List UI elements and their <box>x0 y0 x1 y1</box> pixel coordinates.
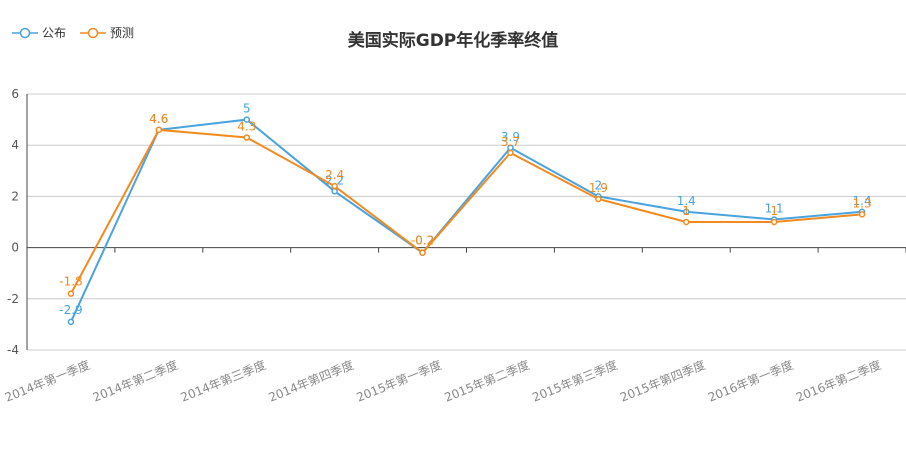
data-label: 1.4 <box>677 194 696 208</box>
data-point <box>683 218 690 226</box>
legend-item-published[interactable]: 公布 <box>12 24 66 41</box>
data-point <box>683 208 690 216</box>
y-tick-label: 2 <box>11 189 19 203</box>
data-point <box>858 211 866 218</box>
x-tick-label: 2015年第三季度 <box>530 357 620 405</box>
x-tick-label: 2015年第一季度 <box>354 357 444 405</box>
y-tick-label: 0 <box>11 241 19 255</box>
legend-label-forecast: 预测 <box>110 26 135 40</box>
legend-line-icon <box>12 27 38 38</box>
data-label: -2.9 <box>59 303 82 317</box>
data-label: -0.2 <box>411 234 434 248</box>
data-point <box>155 126 163 134</box>
data-label: 4.6 <box>149 112 168 126</box>
data-label: -0.2 <box>411 234 434 248</box>
data-point <box>419 249 426 256</box>
series-line-1 <box>70 128 863 295</box>
data-point <box>331 188 338 195</box>
data-label: 5 <box>243 102 251 116</box>
data-point <box>331 182 338 190</box>
x-tick-label: 2014年第二季度 <box>90 357 180 405</box>
data-point <box>67 318 75 326</box>
y-tick-label: -4 <box>7 343 19 357</box>
data-label: 3.7 <box>501 135 520 149</box>
legend-item-forecast[interactable]: 预测 <box>80 24 134 41</box>
data-label: 1.3 <box>853 196 872 210</box>
data-label: 4.6 <box>149 112 168 126</box>
chart-title: 美国实际GDP年化季率终值 <box>347 31 559 51</box>
y-tick-label: 6 <box>11 87 19 101</box>
data-label: 3.9 <box>501 130 520 144</box>
legend-line-icon <box>80 27 107 38</box>
y-tick-label: -2 <box>7 292 19 306</box>
legend-label-published: 公布 <box>42 26 67 40</box>
data-label: 1 <box>770 204 778 218</box>
y-tick-label: 4 <box>11 138 19 152</box>
data-point <box>67 290 75 297</box>
x-tick-label: 2014年第一季度 <box>3 357 93 405</box>
data-point <box>770 218 778 226</box>
data-point <box>243 116 250 123</box>
x-tick-label: 2015年第四季度 <box>618 357 708 405</box>
data-point <box>595 195 602 203</box>
x-tick-label: 2014年第三季度 <box>178 357 268 405</box>
legend: 公布 预测 <box>12 24 134 41</box>
data-label: 4.3 <box>237 120 256 134</box>
data-point <box>507 149 514 157</box>
x-tick-label: 2015年第二季度 <box>442 357 532 405</box>
data-label: 1 <box>682 204 690 218</box>
x-tick-label: 2016年第二季度 <box>794 357 884 405</box>
data-label: 1.1 <box>765 201 784 215</box>
data-label: 2 <box>595 178 603 192</box>
series-line-0 <box>70 118 863 323</box>
data-label: -1.8 <box>59 275 82 289</box>
data-point <box>243 134 250 141</box>
data-label: 1.9 <box>589 181 608 195</box>
x-tick-label: 2014年第四季度 <box>266 357 356 405</box>
data-label: 2.4 <box>325 168 344 182</box>
data-label: 1.4 <box>853 194 872 208</box>
x-tick-label: 2016年第一季度 <box>706 357 796 405</box>
